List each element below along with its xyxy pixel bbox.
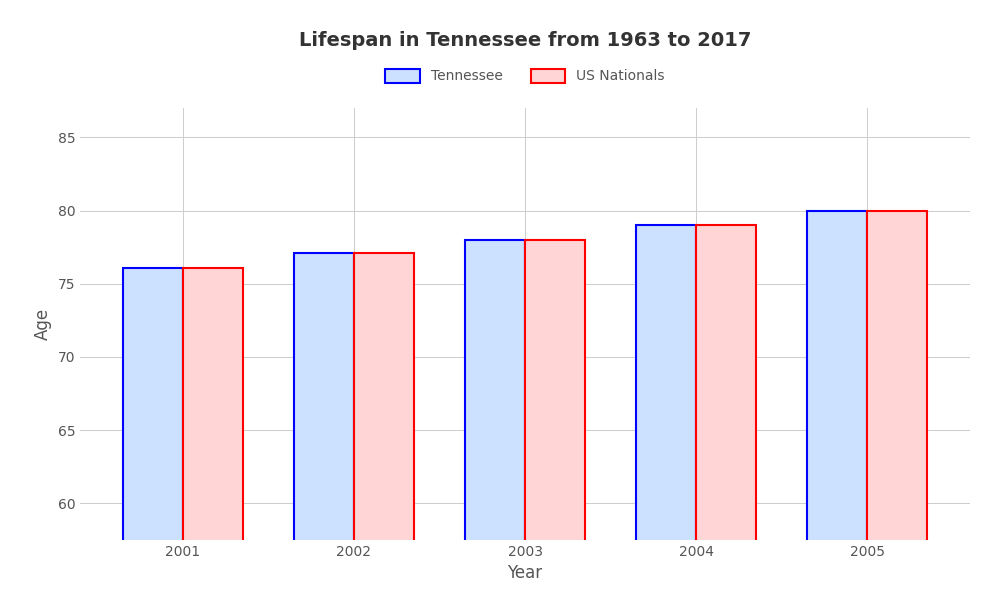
Bar	[525, 240, 585, 600]
Bar	[183, 268, 243, 600]
Legend: Tennessee, US Nationals: Tennessee, US Nationals	[380, 63, 670, 89]
Bar	[354, 253, 414, 600]
Bar	[867, 211, 927, 600]
Bar	[636, 225, 696, 600]
Bar	[465, 240, 525, 600]
Y-axis label: Age: Age	[34, 308, 52, 340]
Title: Lifespan in Tennessee from 1963 to 2017: Lifespan in Tennessee from 1963 to 2017	[299, 31, 751, 50]
Bar	[807, 211, 867, 600]
Bar	[294, 253, 354, 600]
Bar	[696, 225, 756, 600]
X-axis label: Year: Year	[507, 565, 543, 583]
Bar	[123, 268, 183, 600]
